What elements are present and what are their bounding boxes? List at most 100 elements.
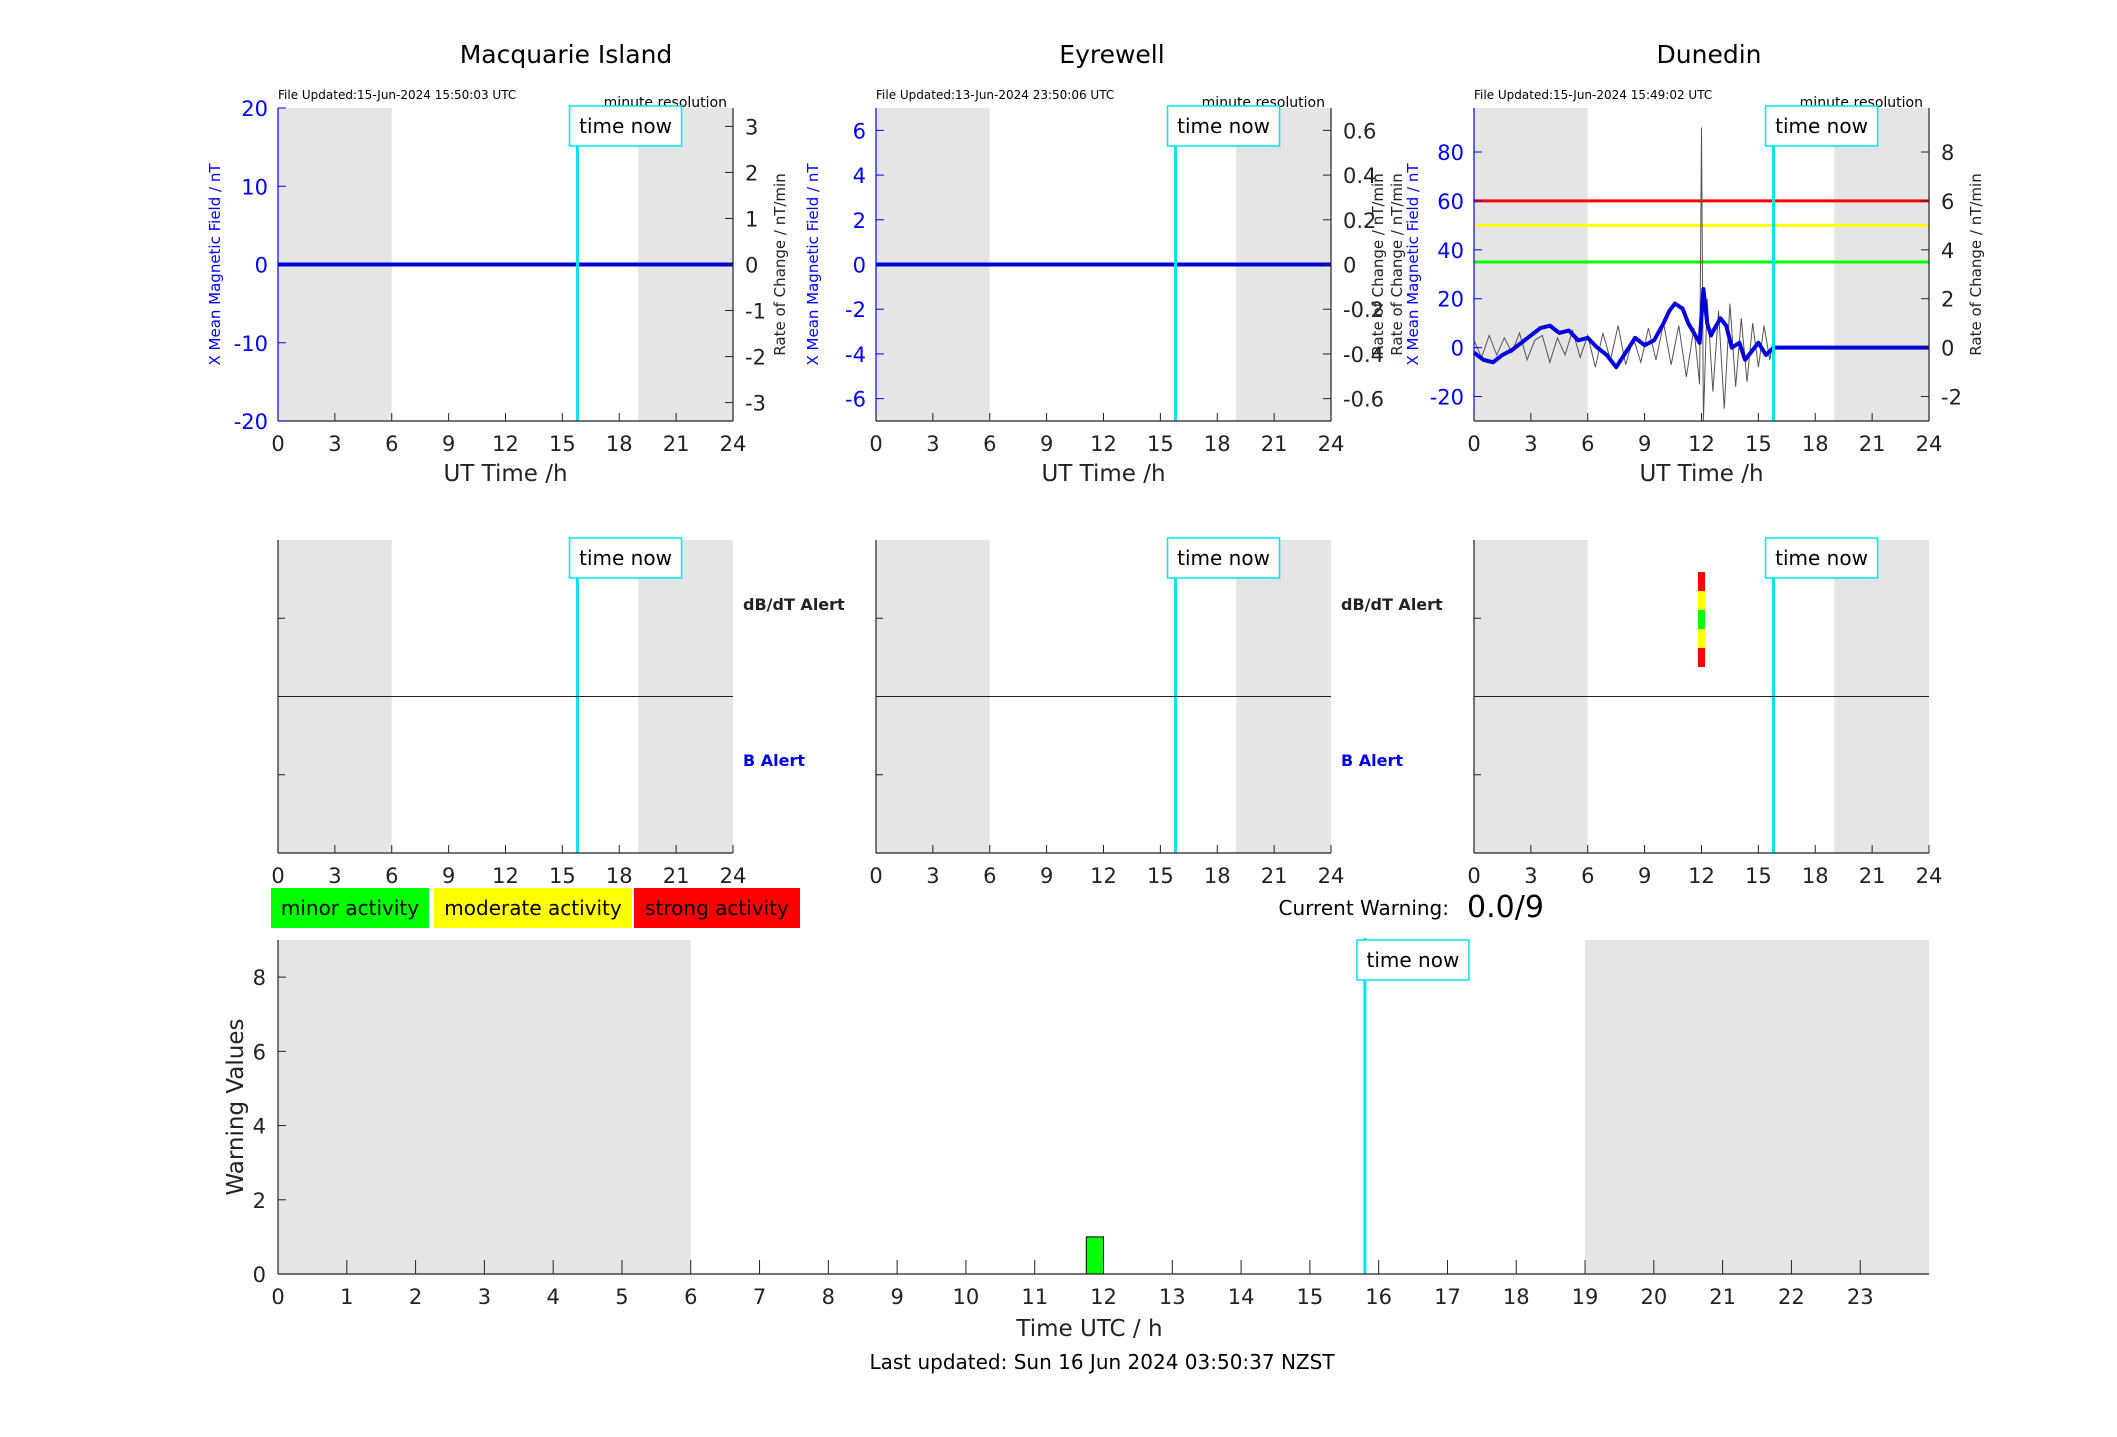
mqi-ytick-left-label-4: 20 (241, 97, 268, 121)
warning-ytick-label-4: 8 (253, 966, 266, 990)
dun-alert-alert-marker-0-seg-2 (1698, 610, 1705, 629)
mqi-alert-time-now-frame (568, 537, 683, 579)
eyr-xlabel: UT Time /h (1041, 461, 1165, 487)
dun-ytick-left-label-0: -20 (1430, 386, 1464, 410)
dun-title: Dunedin (1657, 40, 1762, 69)
legend-strong-label: strong activity (645, 896, 789, 920)
mqi-xtick-label-1: 3 (328, 432, 341, 456)
eyr-ytick-left-label-0: -6 (845, 388, 866, 412)
eyr-alert-time-now-label: time now (1177, 546, 1270, 570)
mqi-xtick-label-3: 9 (442, 432, 455, 456)
eyr-alert-xtick-label-3: 9 (1040, 864, 1053, 888)
dun-alert-alert-marker-0-seg-0 (1698, 572, 1705, 591)
legend-strong-swatch (634, 888, 800, 928)
mqi-alert-xtick-label-4: 12 (492, 864, 519, 888)
dun-alert-xtick-label-0: 0 (1467, 864, 1480, 888)
legend-minor-swatch (271, 888, 429, 928)
mqi-ytick-left-label-0: -20 (234, 410, 268, 434)
dun-ytick-right-label-5: 8 (1941, 141, 1954, 165)
dun-alert-time-now-label: time now (1775, 546, 1868, 570)
eyr-title: Eyrewell (1059, 40, 1164, 69)
dun-xtick-label-5: 15 (1745, 432, 1772, 456)
warning-xtick-label-18: 18 (1503, 1285, 1530, 1309)
warning-xtick-label-11: 11 (1021, 1285, 1048, 1309)
warning-xtick-label-16: 16 (1365, 1285, 1392, 1309)
dun-alert-xtick-label-8: 24 (1916, 864, 1943, 888)
eyr-ylabel-left-0: X Mean Magnetic Field / nT (804, 163, 822, 366)
current-warning-value: 0.0/9 (1467, 890, 1544, 925)
dun-field-series (1472, 286, 1929, 370)
mqi-time-now-box: time now (568, 105, 683, 147)
warning-time-now-box: time now (1356, 939, 1470, 981)
eyr-xtick-label-0: 0 (869, 432, 882, 456)
eyr-alert-xtick-label-6: 18 (1204, 864, 1231, 888)
mqi-alert-time-now-box: time now (568, 537, 683, 579)
eyr-alert-xtick-label-0: 0 (869, 864, 882, 888)
dun-alert-xtick-label-1: 3 (1524, 864, 1537, 888)
warning-xtick-label-14: 14 (1228, 1285, 1255, 1309)
eyr-alert-xtick-label-2: 6 (983, 864, 996, 888)
warning-xtick-label-1: 1 (340, 1285, 353, 1309)
warning-xlabel: Time UTC / h (1015, 1316, 1162, 1342)
eyr-ytick-right-label-4: 0.2 (1343, 209, 1376, 233)
dun-alert-xtick-label-7: 21 (1859, 864, 1886, 888)
dun-alert-alert-marker-0-seg-3 (1698, 629, 1705, 648)
dun-time-now-box: time now (1764, 105, 1879, 147)
dun-time-now-frame (1764, 105, 1879, 147)
mqi-ytick-left-label-2: 0 (255, 254, 268, 278)
mqi-ytick-right-label-1: -2 (745, 346, 766, 370)
dun-ytick-left-label-4: 60 (1437, 190, 1464, 214)
eyr-xtick-label-4: 12 (1090, 432, 1117, 456)
warning-xtick-label-21: 21 (1709, 1285, 1736, 1309)
warning-ytick-label-0: 0 (253, 1263, 266, 1287)
dun-ytick-left-label-5: 80 (1437, 141, 1464, 165)
mqi-alert-xtick-label-6: 18 (606, 864, 633, 888)
dun-ytick-left-label-1: 0 (1451, 337, 1464, 361)
warning-ytick-label-1: 2 (253, 1189, 266, 1213)
mqi-ytick-right-label-6: 3 (745, 115, 758, 139)
dun-alert-xtick-label-6: 18 (1802, 864, 1829, 888)
warning-night-shade-1 (1585, 940, 1929, 1274)
eyr-ytick-right-label-6: 0.6 (1343, 119, 1376, 143)
dun-ytick-right-label-3: 4 (1941, 239, 1954, 263)
warning-ytick-label-3: 6 (253, 1040, 266, 1064)
dun-alert-xtick-label-4: 12 (1688, 864, 1715, 888)
eyr-file-updated: File Updated:13-Jun-2024 23:50:06 UTC (876, 88, 1114, 102)
mqi-alert-time-now-label: time now (579, 546, 672, 570)
eyr-xtick-label-3: 9 (1040, 432, 1053, 456)
eyr-ytick-right-label-5: 0.4 (1343, 164, 1376, 188)
warning-xtick-label-20: 20 (1640, 1285, 1667, 1309)
warning-xtick-label-17: 17 (1434, 1285, 1461, 1309)
eyr-alert-time-now-box: time now (1166, 537, 1281, 579)
dun-xtick-label-0: 0 (1467, 432, 1480, 456)
dun-alert-alert-marker-0-seg-4 (1698, 648, 1705, 667)
mqi-xtick-label-0: 0 (271, 432, 284, 456)
mqi-time-now-frame (568, 105, 683, 147)
warning-xtick-label-4: 4 (546, 1285, 559, 1309)
mqi-xtick-label-8: 24 (720, 432, 747, 456)
mqi-xtick-label-6: 18 (606, 432, 633, 456)
mqi-xtick-label-7: 21 (663, 432, 690, 456)
dun-night-shade-1 (1834, 108, 1929, 421)
warning-xtick-label-15: 15 (1297, 1285, 1324, 1309)
dun-xtick-label-8: 24 (1916, 432, 1943, 456)
eyr-alert-xtick-label-1: 3 (926, 864, 939, 888)
eyr-time-now-box: time now (1166, 105, 1281, 147)
eyr-alert-b-label: B Alert (1341, 751, 1403, 770)
current-warning-label: Current Warning: (1279, 896, 1449, 920)
mqi-ytick-right-label-3: 0 (745, 254, 758, 278)
legend-minor-label: minor activity (281, 896, 419, 920)
warning-xtick-label-2: 2 (409, 1285, 422, 1309)
dun-xtick-label-2: 6 (1581, 432, 1594, 456)
mqi-alert-xtick-label-0: 0 (271, 864, 284, 888)
dun-night-shade-0 (1474, 108, 1588, 421)
eyr-ytick-right-label-3: 0 (1343, 254, 1356, 278)
mqi-ytick-left-label-1: -10 (234, 332, 268, 356)
mqi-alert-xtick-label-1: 3 (328, 864, 341, 888)
eyr-xtick-label-8: 24 (1318, 432, 1345, 456)
warning-ytick-label-2: 4 (253, 1115, 266, 1139)
footer-last-updated: Last updated: Sun 16 Jun 2024 03:50:37 N… (869, 1350, 1335, 1374)
eyr-ytick-left-label-3: 0 (853, 254, 866, 278)
dun-ylabel-right: Rate of Change / nT/min (1967, 173, 1985, 355)
